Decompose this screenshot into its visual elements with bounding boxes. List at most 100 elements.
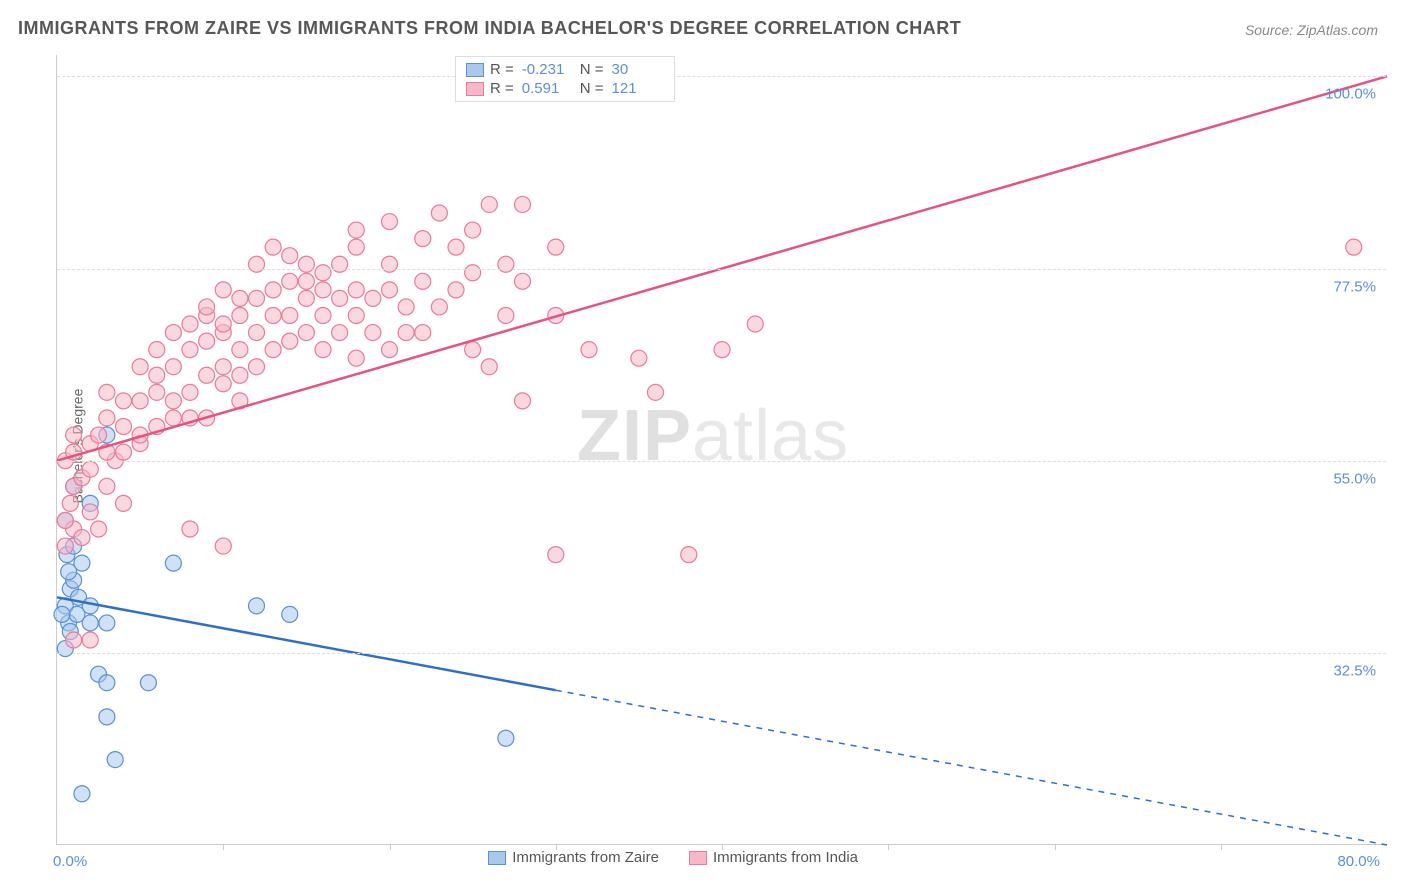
plot-area: ZIPatlas 32.5%55.0%77.5%100.0%0.0%80.0% xyxy=(56,55,1386,845)
scatter-point xyxy=(265,282,281,298)
scatter-point xyxy=(382,256,398,272)
scatter-point xyxy=(365,290,381,306)
scatter-point xyxy=(99,384,115,400)
n-value: 30 xyxy=(612,61,664,78)
scatter-point xyxy=(265,307,281,323)
scatter-point xyxy=(348,350,364,366)
scatter-point xyxy=(415,231,431,247)
scatter-point xyxy=(398,325,414,341)
scatter-point xyxy=(348,282,364,298)
scatter-point xyxy=(149,367,165,383)
series-legend: Immigrants from ZaireImmigrants from Ind… xyxy=(488,849,858,866)
scatter-point xyxy=(82,598,98,614)
scatter-point xyxy=(116,393,132,409)
scatter-point xyxy=(398,299,414,315)
gridline xyxy=(57,269,1386,270)
scatter-point xyxy=(382,282,398,298)
x-tick xyxy=(1221,844,1222,850)
scatter-point xyxy=(315,342,331,358)
n-label: N = xyxy=(580,80,604,97)
gridline xyxy=(57,76,1386,77)
scatter-point xyxy=(215,282,231,298)
scatter-point xyxy=(132,393,148,409)
scatter-point xyxy=(498,307,514,323)
scatter-point xyxy=(57,512,73,528)
scatter-point xyxy=(149,342,165,358)
scatter-point xyxy=(515,273,531,289)
scatter-point xyxy=(498,256,514,272)
scatter-point xyxy=(215,376,231,392)
trend-line xyxy=(57,597,556,690)
scatter-point xyxy=(465,222,481,238)
legend-row: R = 0.591N =121 xyxy=(466,80,664,97)
plot-svg xyxy=(57,55,1386,844)
scatter-point xyxy=(140,675,156,691)
scatter-point xyxy=(165,393,181,409)
scatter-point xyxy=(116,419,132,435)
scatter-point xyxy=(515,393,531,409)
scatter-point xyxy=(66,427,82,443)
y-tick-label: 32.5% xyxy=(1333,662,1376,679)
scatter-point xyxy=(631,350,647,366)
scatter-point xyxy=(282,606,298,622)
scatter-point xyxy=(165,359,181,375)
scatter-point xyxy=(431,205,447,221)
scatter-point xyxy=(332,256,348,272)
scatter-point xyxy=(99,675,115,691)
scatter-point xyxy=(448,239,464,255)
scatter-point xyxy=(747,316,763,332)
scatter-point xyxy=(74,530,90,546)
x-tick xyxy=(1055,844,1056,850)
scatter-point xyxy=(62,495,78,511)
scatter-point xyxy=(714,342,730,358)
scatter-point xyxy=(199,299,215,315)
legend-label: Immigrants from Zaire xyxy=(512,849,659,866)
scatter-point xyxy=(215,359,231,375)
scatter-point xyxy=(681,547,697,563)
n-label: N = xyxy=(580,61,604,78)
scatter-point xyxy=(99,410,115,426)
scatter-point xyxy=(415,325,431,341)
chart-title: IMMIGRANTS FROM ZAIRE VS IMMIGRANTS FROM… xyxy=(18,18,961,39)
scatter-point xyxy=(282,248,298,264)
scatter-point xyxy=(481,359,497,375)
x-tick xyxy=(888,844,889,850)
scatter-point xyxy=(61,564,77,580)
scatter-point xyxy=(348,222,364,238)
scatter-point xyxy=(348,307,364,323)
scatter-point xyxy=(215,538,231,554)
scatter-point xyxy=(232,290,248,306)
scatter-point xyxy=(82,615,98,631)
legend-row: R =-0.231N =30 xyxy=(466,61,664,78)
scatter-point xyxy=(165,555,181,571)
scatter-point xyxy=(265,342,281,358)
scatter-point xyxy=(232,342,248,358)
scatter-point xyxy=(165,325,181,341)
correlation-legend: R =-0.231N =30R = 0.591N =121 xyxy=(455,56,675,102)
scatter-point xyxy=(465,342,481,358)
scatter-point xyxy=(431,299,447,315)
legend-item: Immigrants from Zaire xyxy=(488,849,659,866)
scatter-point xyxy=(249,325,265,341)
scatter-point xyxy=(548,239,564,255)
scatter-point xyxy=(581,342,597,358)
r-label: R = xyxy=(490,61,514,78)
scatter-point xyxy=(315,307,331,323)
scatter-point xyxy=(1346,239,1362,255)
gridline xyxy=(57,653,1386,654)
x-tick-label: 80.0% xyxy=(1337,853,1380,870)
scatter-point xyxy=(332,325,348,341)
scatter-point xyxy=(165,410,181,426)
scatter-point xyxy=(232,367,248,383)
scatter-point xyxy=(249,598,265,614)
r-value: 0.591 xyxy=(522,80,574,97)
scatter-point xyxy=(332,290,348,306)
scatter-point xyxy=(199,333,215,349)
scatter-point xyxy=(107,752,123,768)
x-tick xyxy=(223,844,224,850)
scatter-point xyxy=(182,384,198,400)
scatter-point xyxy=(116,444,132,460)
trend-line-dashed xyxy=(556,690,1387,845)
scatter-point xyxy=(182,342,198,358)
x-tick xyxy=(390,844,391,850)
